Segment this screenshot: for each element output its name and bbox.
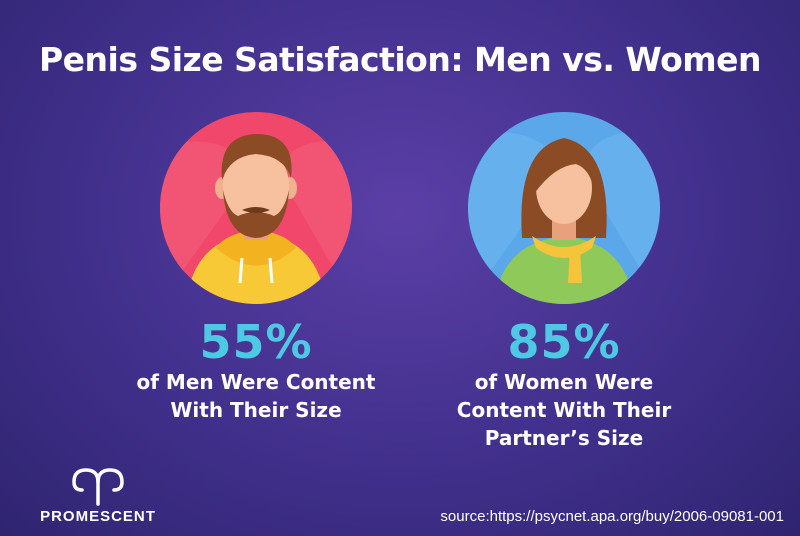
page-title: Penis Size Satisfaction: Men vs. Women	[38, 40, 762, 79]
women-description: of Women Were Content With Their Partner…	[456, 370, 672, 450]
source-citation: source:https://psycnet.apa.org/buy/2006-…	[440, 508, 784, 525]
men-description: of Men Were Content With Their Size	[136, 370, 376, 422]
men-percent: 55%	[199, 315, 313, 369]
man-avatar-icon	[160, 112, 352, 304]
women-percent: 85%	[507, 315, 621, 369]
women-panel: 85% of Women Were Content With Their Par…	[404, 108, 724, 452]
promescent-logo-icon	[72, 468, 124, 506]
woman-avatar-icon	[468, 112, 660, 304]
brand-name: PROMESCENT	[40, 508, 156, 525]
brand-logo: PROMESCENT	[28, 466, 168, 525]
men-panel: 55% of Men Were Content With Their Size	[96, 108, 416, 424]
